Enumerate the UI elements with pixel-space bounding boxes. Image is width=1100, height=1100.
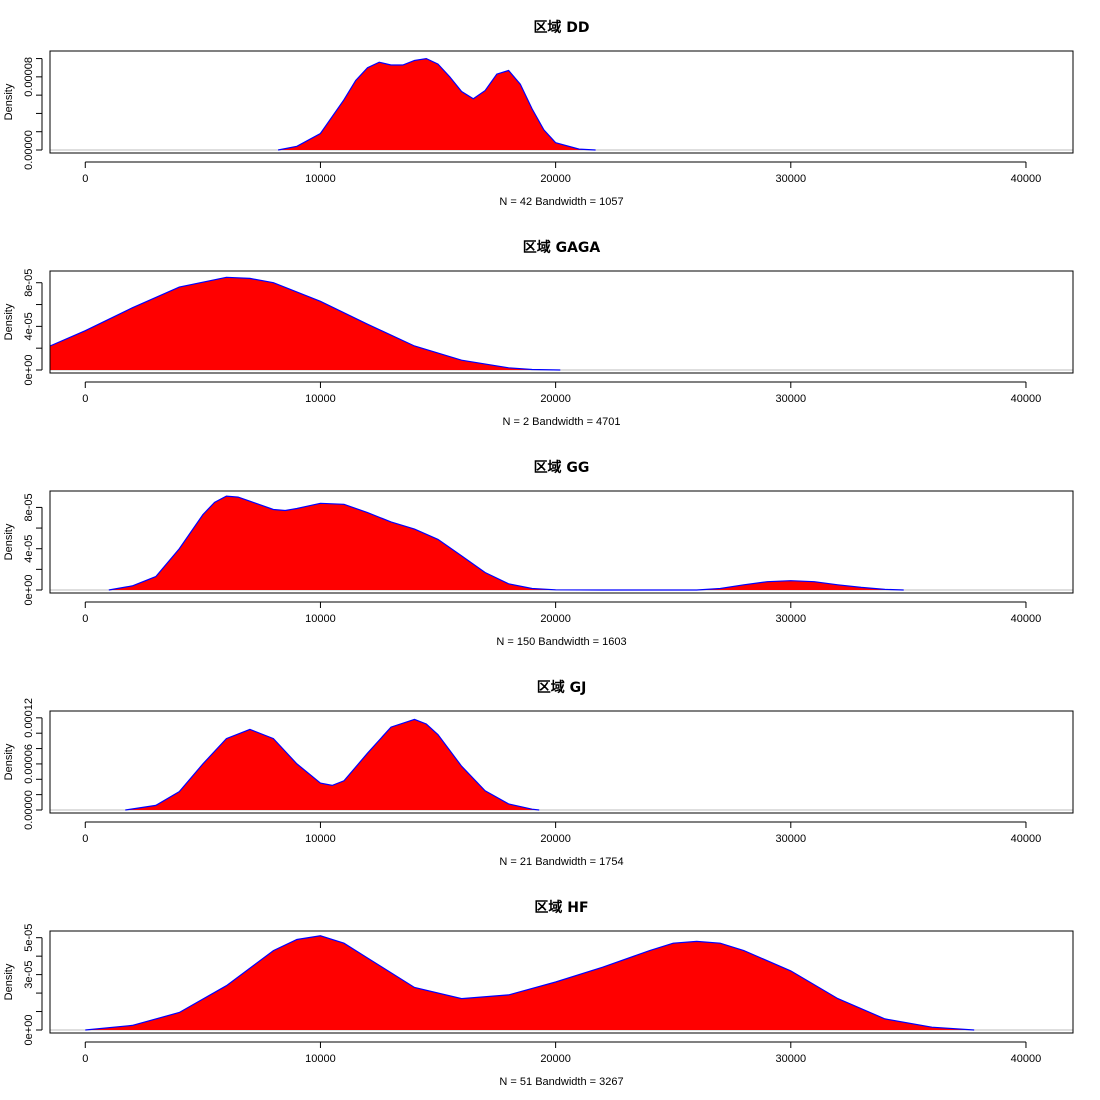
density-panel-5: 区域 HF 0 10000 20000 30000 40000 N = 51 Bandwid… [3,899,1074,1088]
y-tick-label: 0.00012 [23,698,35,738]
x-tick-label: 30000 [775,1053,806,1065]
y-tick-label: 0.00000 [23,130,35,170]
x-tick-label: 20000 [540,173,571,185]
y-axis-label: Density [3,743,15,780]
x-tick-label: 10000 [305,613,336,625]
x-axis-subtitle: N = 21 Bandwidth = 1754 [499,856,623,868]
density-fill [50,277,561,370]
y-tick-label: 8e-05 [23,269,35,297]
panel-title: 区域 GJ [537,679,587,696]
x-tick-label: 0 [82,173,88,185]
panel-title: 区域 DD [533,19,589,36]
x-axis-subtitle: N = 42 Bandwidth = 1057 [499,196,623,208]
plot-frame [49,930,1074,1034]
density-fill [108,496,904,590]
plot-frame [49,270,1074,374]
x-tick-label: 10000 [305,833,336,845]
y-tick-label: 4e-05 [23,312,35,340]
panel-title: 区域 GAGA [523,239,601,256]
panel-title: 区域 HF [534,899,588,916]
y-axis-label: Density [3,963,15,1000]
density-curve [85,935,975,1031]
x-tick-label: 30000 [775,833,806,845]
x-tick-label: 30000 [775,393,806,405]
y-tick-label: 5e-05 [23,924,35,952]
y-tick-label: 0.00000 [23,790,35,830]
x-tick-label: 40000 [1011,173,1042,185]
y-tick-label: 0e+00 [23,575,35,606]
density-curve [277,57,596,151]
y-axis-label: Density [3,83,15,120]
density-curve [125,718,540,811]
y-axis-label: Density [3,303,15,340]
x-tick-label: 30000 [775,173,806,185]
density-fill [85,935,975,1030]
y-tick-label: 0e+00 [23,1015,35,1046]
panel-title: 区域 GG [534,459,590,476]
density-panel-1: 区域 DD 0 10000 20000 30000 40000 N = 42 Bandwid… [3,19,1074,208]
density-panel-2: 区域 GAGA 0 10000 20000 30000 40000 N = 2 Bandwi… [3,239,1074,428]
y-tick-label: 4e-05 [23,535,35,563]
density-fill [278,58,596,150]
plot-frame [49,490,1074,594]
x-tick-label: 0 [82,833,88,845]
x-tick-label: 40000 [1011,833,1042,845]
plot-frame [49,710,1074,814]
x-tick-label: 30000 [775,613,806,625]
y-tick-label: 0.00008 [23,57,35,97]
x-tick-label: 10000 [305,173,336,185]
y-tick-label: 0e+00 [23,355,35,386]
x-tick-label: 20000 [540,1053,571,1065]
x-tick-label: 20000 [540,613,571,625]
x-axis-subtitle: N = 51 Bandwidth = 3267 [499,1076,623,1088]
x-tick-label: 10000 [305,1053,336,1065]
x-tick-label: 40000 [1011,613,1042,625]
x-tick-label: 10000 [305,393,336,405]
y-axis-label: Density [3,523,15,560]
density-panel-4: 区域 GJ 0 10000 20000 30000 40000 N = 21 Bandwid… [3,679,1074,868]
density-fill [125,719,540,810]
x-tick-label: 20000 [540,833,571,845]
plot-frame [49,50,1074,154]
y-tick-label: 8e-05 [23,493,35,521]
density-curve [49,276,561,371]
y-tick-label: 0.00006 [23,744,35,784]
density-panel-3: 区域 GG 0 10000 20000 30000 40000 N = 150 Bandwi… [3,459,1074,648]
density-curve [108,495,904,591]
y-tick-label: 3e-05 [23,961,35,989]
x-tick-label: 40000 [1011,393,1042,405]
x-axis-subtitle: N = 2 Bandwidth = 4701 [502,416,620,428]
x-tick-label: 40000 [1011,1053,1042,1065]
x-tick-label: 0 [82,393,88,405]
x-axis-subtitle: N = 150 Bandwidth = 1603 [496,636,626,648]
x-tick-label: 0 [82,613,88,625]
x-tick-label: 0 [82,1053,88,1065]
x-tick-label: 20000 [540,393,571,405]
